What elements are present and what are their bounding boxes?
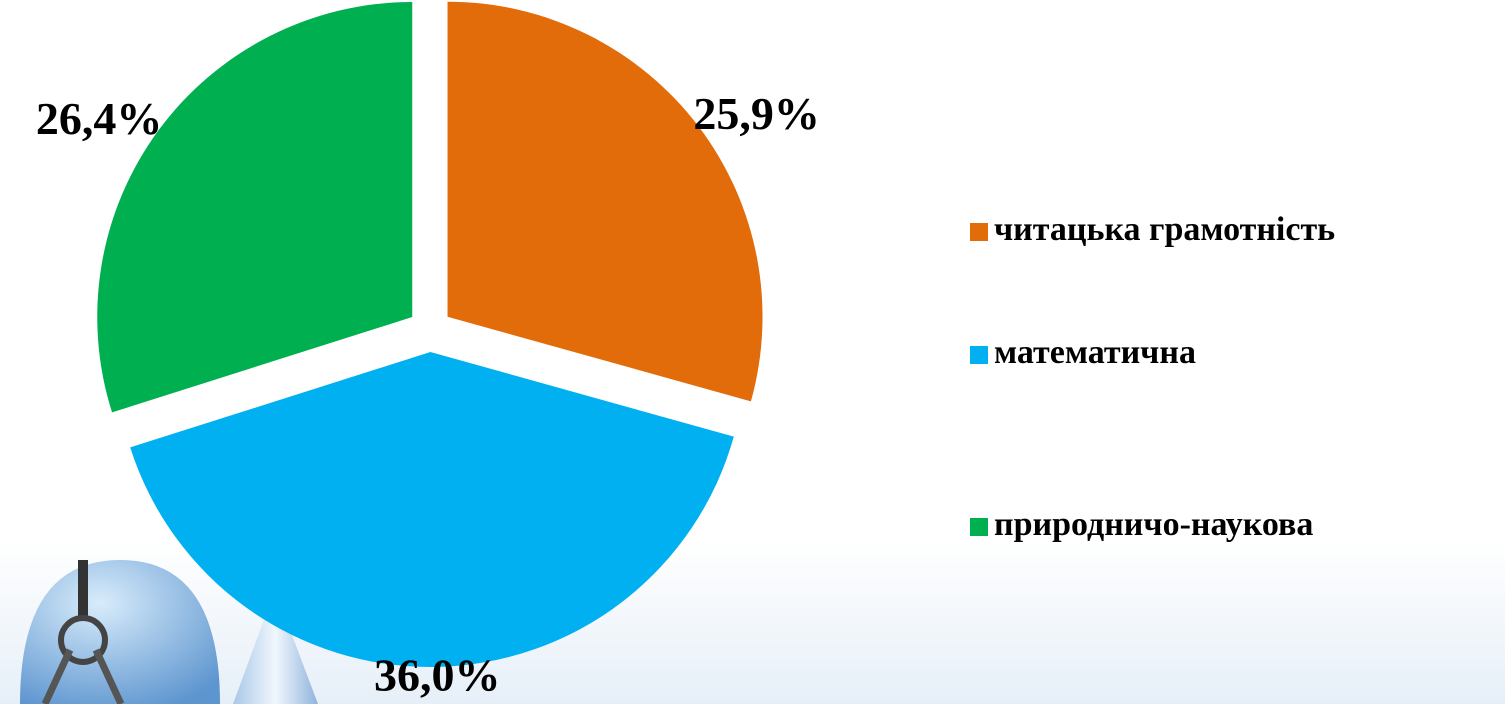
pie-slice [448, 2, 763, 402]
data-label: 36,0% [374, 650, 501, 701]
legend-label: математична [994, 334, 1196, 371]
legend: читацька грамотність математична природнич… [970, 211, 1335, 543]
legend-label: природничо-наукова [994, 506, 1313, 543]
legend-label: читацька грамотність [994, 211, 1335, 248]
legend-swatch [970, 518, 988, 536]
legend-swatch [970, 346, 988, 364]
data-label: 25,9% [693, 88, 820, 139]
data-label: 26,4% [36, 93, 163, 144]
chart: 25,9% 36,0% 26,4% читацька грамотність мате… [0, 0, 1505, 704]
pie-slice [97, 2, 412, 412]
legend-swatch [970, 223, 988, 241]
